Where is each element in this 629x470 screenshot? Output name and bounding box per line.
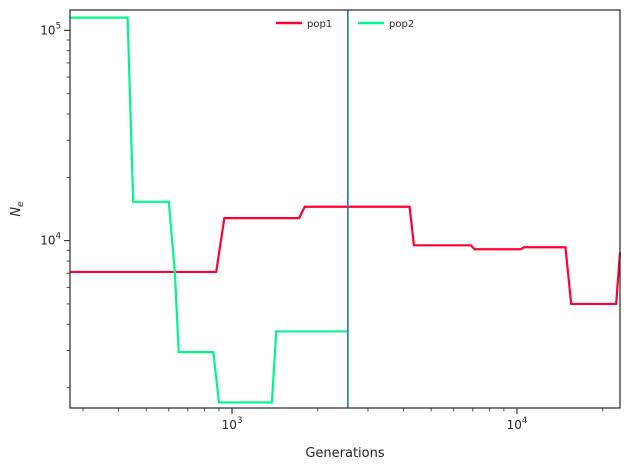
y-tick-base: 10 [40, 234, 55, 248]
legend-label-pop1: pop1 [307, 19, 332, 30]
legend: pop1 pop2 [276, 19, 414, 30]
y-tick-exp: 4 [56, 232, 61, 242]
x-tick-exp: 4 [522, 416, 527, 426]
series-line-pop2 [70, 16, 348, 404]
y-axis-label-sub: e [16, 201, 26, 207]
y-tick-base: 10 [40, 23, 55, 37]
y-axis-label-main: N [9, 207, 24, 217]
y-tick-label: 105 [40, 21, 61, 37]
series-line-pop1 [70, 205, 622, 306]
minor-ticks [66, 39, 604, 412]
y-axis-label: Ne [9, 201, 26, 217]
x-tick-base: 10 [222, 418, 237, 432]
y-tick-exp: 5 [56, 21, 61, 31]
plot-frame [69, 9, 621, 409]
x-tick-label: 103 [222, 416, 243, 432]
x-axis-label: Generations [305, 446, 385, 461]
x-tick-label: 104 [507, 416, 528, 432]
legend-label-pop2: pop2 [389, 19, 414, 30]
y-tick-label: 104 [40, 232, 61, 248]
series-layer [70, 16, 622, 404]
x-tick-base: 10 [507, 418, 522, 432]
x-tick-exp: 3 [237, 416, 242, 426]
